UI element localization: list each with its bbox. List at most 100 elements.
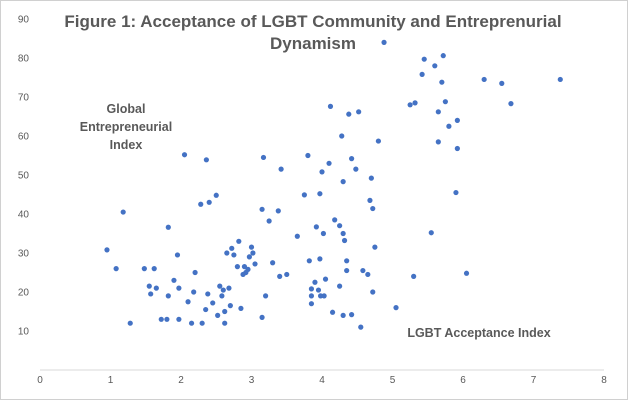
x-tick-label: 6 (460, 375, 466, 386)
data-point (308, 286, 315, 292)
y-tick-label: 80 (18, 54, 30, 65)
data-point (164, 316, 170, 322)
data-point (368, 175, 374, 181)
data-point (176, 316, 182, 322)
data-point (210, 300, 216, 306)
data-point (337, 283, 343, 289)
data-point (454, 145, 460, 152)
data-point (165, 224, 171, 230)
data-point (246, 254, 252, 260)
x-tick-label: 2 (178, 375, 184, 386)
data-point (141, 266, 147, 272)
data-point (174, 252, 181, 258)
data-point (219, 293, 225, 299)
data-point (263, 293, 269, 299)
data-point (224, 250, 230, 256)
x-tick-label: 4 (319, 375, 325, 386)
data-point (365, 271, 371, 278)
data-point (113, 266, 119, 272)
data-point (236, 238, 242, 244)
data-point (372, 244, 378, 250)
data-point (127, 320, 133, 326)
data-point (284, 271, 290, 278)
data-point (313, 224, 319, 230)
data-point (337, 223, 343, 229)
y-tick-label: 50 (18, 171, 30, 182)
data-point (305, 152, 311, 159)
data-point (270, 260, 276, 266)
data-point (275, 208, 281, 214)
data-point (370, 205, 376, 212)
data-point (259, 314, 265, 320)
data-point (349, 156, 355, 162)
data-point (259, 206, 265, 212)
data-point (326, 160, 332, 166)
y-axis-label-line-2: Entrepreneurial (80, 120, 172, 134)
data-point (220, 287, 226, 293)
data-point (171, 277, 177, 283)
data-point (322, 276, 329, 282)
data-point (217, 283, 223, 289)
data-point (213, 192, 219, 198)
data-point (412, 100, 418, 106)
y-tick-label: 90 (18, 15, 30, 26)
data-point (346, 111, 352, 117)
data-point (308, 293, 315, 299)
data-point (312, 279, 318, 285)
data-point (332, 217, 338, 223)
data-point (185, 299, 191, 305)
x-tick-labels: 0 1 2 3 4 5 6 7 8 (37, 375, 607, 386)
data-point (432, 63, 438, 69)
data-point (442, 99, 448, 105)
data-point (463, 270, 470, 276)
data-point (199, 320, 205, 326)
data-point (435, 139, 441, 145)
x-tick-label: 1 (108, 375, 114, 386)
x-tick-label: 3 (249, 375, 255, 386)
y-tick-labels: 10 20 30 40 50 60 70 80 90 (18, 15, 30, 338)
data-point (252, 261, 258, 267)
data-point (151, 266, 157, 272)
data-point (428, 230, 434, 236)
data-point (203, 157, 209, 163)
chart-title-line-1: Figure 1: Acceptance of LGBT Community a… (64, 12, 561, 31)
data-point (370, 289, 376, 295)
y-tick-label: 40 (18, 210, 30, 221)
data-point (446, 123, 452, 129)
data-point (165, 293, 171, 299)
data-point (301, 192, 307, 198)
data-point (381, 39, 387, 46)
y-tick-label: 10 (18, 327, 30, 338)
data-point (356, 109, 362, 115)
data-point (439, 79, 445, 85)
data-point (181, 152, 188, 158)
data-point (206, 199, 212, 205)
data-point (104, 247, 110, 253)
data-point (241, 264, 248, 270)
data-point (340, 230, 346, 237)
data-point (407, 102, 413, 108)
data-point (440, 53, 446, 59)
data-point (327, 103, 334, 109)
data-point (320, 230, 327, 237)
data-point (393, 305, 399, 311)
y-axis-label-line-3: Index (110, 138, 143, 152)
data-point (231, 252, 237, 258)
data-point (344, 258, 350, 264)
data-point (453, 189, 459, 196)
data-point (319, 169, 325, 175)
data-point (192, 269, 198, 276)
data-point (250, 250, 256, 256)
y-tick-label: 30 (18, 249, 30, 260)
data-point (344, 267, 350, 274)
data-point (191, 289, 197, 295)
data-point (341, 237, 348, 244)
data-point (294, 233, 300, 239)
data-point (234, 264, 240, 270)
data-points (104, 39, 563, 330)
x-axis-label: LGBT Acceptance Index (407, 326, 550, 340)
data-point (499, 80, 505, 86)
data-point (277, 273, 283, 279)
data-point (229, 245, 235, 251)
